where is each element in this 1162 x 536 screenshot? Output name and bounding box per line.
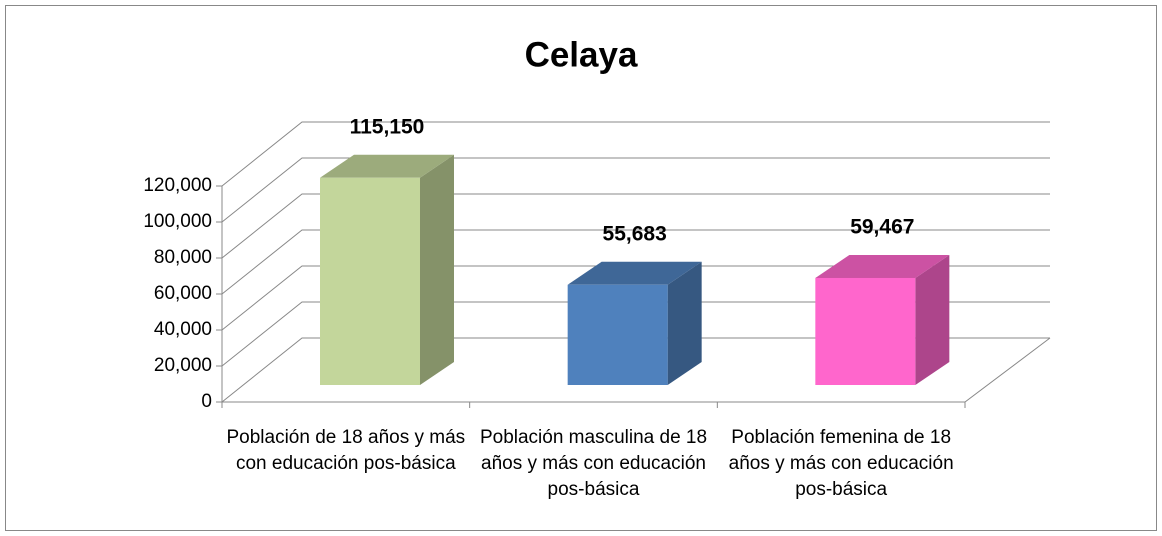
y-tick-label: 60,000 bbox=[154, 283, 212, 304]
data-label: 55,683 bbox=[603, 222, 667, 245]
bar-side bbox=[915, 254, 950, 385]
x-tick-label: Población masculina de 18 años y más con… bbox=[479, 427, 708, 500]
grid-line bbox=[221, 337, 1050, 403]
x-tick-label: Población femenina de 18 años y más con … bbox=[728, 427, 954, 500]
y-tick-label: 120,000 bbox=[143, 175, 212, 196]
chart-title: Celaya bbox=[525, 35, 638, 74]
grid-line bbox=[221, 229, 1050, 295]
data-label: 59,467 bbox=[850, 216, 914, 239]
bar bbox=[567, 284, 668, 385]
bar bbox=[815, 277, 916, 385]
bar-side bbox=[420, 154, 454, 385]
bar bbox=[320, 177, 420, 385]
bar-top bbox=[815, 254, 950, 278]
x-tick-label: Población de 18 años y más con educación… bbox=[226, 427, 466, 474]
y-tick-label: 100,000 bbox=[143, 211, 212, 232]
grid-line bbox=[221, 265, 1050, 331]
y-tick-label: 80,000 bbox=[154, 247, 212, 268]
y-tick-label: 0 bbox=[201, 391, 212, 412]
bar-top bbox=[320, 154, 454, 178]
chart-border bbox=[5, 5, 1157, 531]
data-label: 115,150 bbox=[350, 115, 425, 138]
grid-line bbox=[221, 121, 1050, 187]
bar-side bbox=[667, 261, 702, 385]
grid-line bbox=[221, 157, 1050, 223]
y-tick-label: 40,000 bbox=[154, 319, 212, 340]
y-tick-label: 20,000 bbox=[154, 355, 212, 376]
grid-line bbox=[221, 301, 1050, 367]
grid-line bbox=[221, 193, 1050, 259]
bar-top bbox=[567, 261, 702, 285]
